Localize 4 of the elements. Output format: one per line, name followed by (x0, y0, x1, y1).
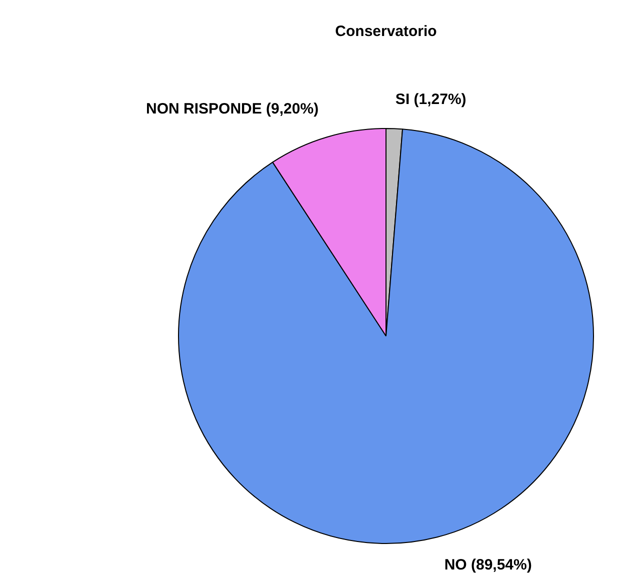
slice-label: NON RISPONDE (9,20%) (146, 100, 319, 118)
chart-title: Conservatorio (335, 23, 437, 40)
slice-label: NO (89,54%) (444, 556, 532, 574)
slice-label: SI (1,27%) (395, 90, 466, 108)
